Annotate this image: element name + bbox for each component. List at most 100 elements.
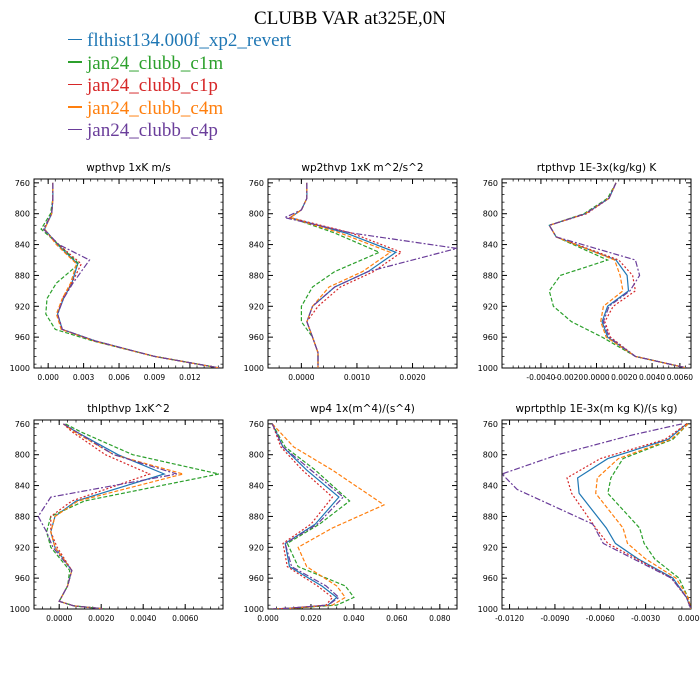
y-tick-label: 1000 [478,364,498,373]
x-tick-label: 0.0060 [667,373,693,382]
series-line [271,423,334,609]
x-tick-label: 0.0010 [344,373,370,382]
series-line [43,182,220,368]
y-tick-label: 800 [15,210,30,219]
x-tick-label: 0.020 [300,614,322,623]
series-line [43,182,220,368]
y-tick-label: 840 [15,241,30,250]
series-line [40,182,220,368]
series-line [548,182,687,368]
y-tick-label: 760 [249,420,264,429]
y-tick-label: 760 [15,179,30,188]
series-line [271,423,355,609]
x-tick-label: -0.0020 [554,373,583,382]
series-line [45,423,219,609]
x-tick-label: 0.0000 [288,373,314,382]
y-tick-label: 960 [483,333,498,342]
y-tick-label: 920 [249,302,264,311]
x-tick-label: 0.0020 [611,373,637,382]
plot-frame [501,419,692,610]
x-tick-label: 0.0040 [130,614,156,623]
panel-title: thlpthvp 1xK^2 [87,403,170,415]
legend: flthist134.000f_xp2_revert jan24_clubb_c… [68,30,291,143]
legend-label: jan24_clubb_c1p [87,75,218,96]
x-tick-label: 0.0020 [399,373,425,382]
y-tick-label: 760 [483,420,498,429]
y-tick-label: 1000 [244,605,264,614]
y-tick-label: 800 [249,451,264,460]
plot-frame [267,178,458,369]
y-tick-label: 760 [483,179,498,188]
legend-label: jan24_clubb_c1m [87,52,224,74]
x-tick-label: 0.0040 [639,373,665,382]
y-tick-label: 840 [249,482,264,491]
chart-panel: wprtpthlp 1E-3x(m kg K)/(s kg) 760 800 840 8… [478,403,700,623]
y-tick-label: 840 [15,482,30,491]
y-tick-label: 800 [15,451,30,460]
y-tick-label: 1000 [244,364,264,373]
y-tick-label: 1000 [478,605,498,614]
legend-swatch [68,106,82,108]
legend-entry: jan24_clubb_c4m [68,98,291,121]
x-tick-label: -0.0040 [526,373,555,382]
x-tick-label: -0.0120 [495,614,524,623]
panel-title: wp2thvp 1xK m^2/s^2 [301,162,423,174]
plot-frame [33,419,224,610]
series-line [282,182,457,368]
legend-entry: jan24_clubb_c1m [68,53,291,76]
legend-entry: flthist134.000f_xp2_revert [68,30,291,53]
legend-swatch [68,83,82,86]
legend-label: jan24_clubb_c4p [87,120,218,141]
series-line [502,423,691,609]
series-line [548,182,687,368]
y-tick-label: 880 [483,271,498,280]
series-line [607,423,691,609]
y-tick-label: 760 [249,179,264,188]
legend-swatch [68,128,82,131]
x-tick-label: 0.006 [108,373,130,382]
x-tick-label: 0.0000 [46,614,72,623]
y-tick-label: 840 [483,241,498,250]
series-line [42,182,220,368]
y-tick-label: 880 [249,271,264,280]
y-tick-label: 960 [15,333,30,342]
panel-title: wpthvp 1xK m/s [86,162,171,174]
y-tick-label: 760 [15,420,30,429]
figure-title: CLUBB VAR at325E,0N [254,8,446,29]
y-tick-label: 880 [249,512,264,521]
panel-title: rtpthvp 1E-3x(kg/kg) K [537,162,658,174]
chart-panel: wp2thvp 1xK m^2/s^2 760 800 840 880 920 960 100… [244,162,458,382]
legend-swatch [68,38,82,41]
series-line [288,182,392,368]
x-tick-label: 0.0000 [583,373,609,382]
legend-label: flthist134.000f_xp2_revert [87,30,292,51]
y-tick-label: 960 [249,333,264,342]
x-tick-label: 0.0020 [88,614,114,623]
y-tick-label: 920 [249,543,264,552]
legend-label: jan24_clubb_c4m [87,97,224,119]
x-tick-label: -0.0060 [586,614,615,623]
y-tick-label: 960 [483,574,498,583]
chart-panel: thlpthvp 1xK^2 760 800 840 880 920 960 1000 0.00… [10,403,224,623]
x-tick-label: 0.040 [343,614,365,623]
series-line [548,182,687,368]
panel-title: wp4 1x(m^4)/(s^4) [310,403,415,415]
legend-entry: jan24_clubb_c1p [68,75,291,98]
x-tick-label: -0.0030 [631,614,660,623]
chart-panel: wpthvp 1xK m/s 760 800 840 880 920 960 1000 0.00… [10,162,224,382]
y-tick-label: 920 [15,543,30,552]
series-line [595,423,691,609]
y-tick-label: 840 [483,482,498,491]
series-line [50,423,186,609]
y-tick-label: 920 [483,543,498,552]
series-line [288,182,398,368]
y-tick-label: 1000 [10,364,30,373]
y-tick-label: 800 [483,451,498,460]
legend-swatch [68,61,82,63]
chart-panel: rtpthvp 1E-3x(kg/kg) K 760 800 840 880 920 960… [478,162,694,382]
x-tick-label: -0.0090 [540,614,569,623]
x-tick-label: 0.000 [257,614,279,623]
y-tick-label: 800 [249,210,264,219]
panel-title: wprtpthlp 1E-3x(m kg K)/(s kg) [515,403,677,415]
